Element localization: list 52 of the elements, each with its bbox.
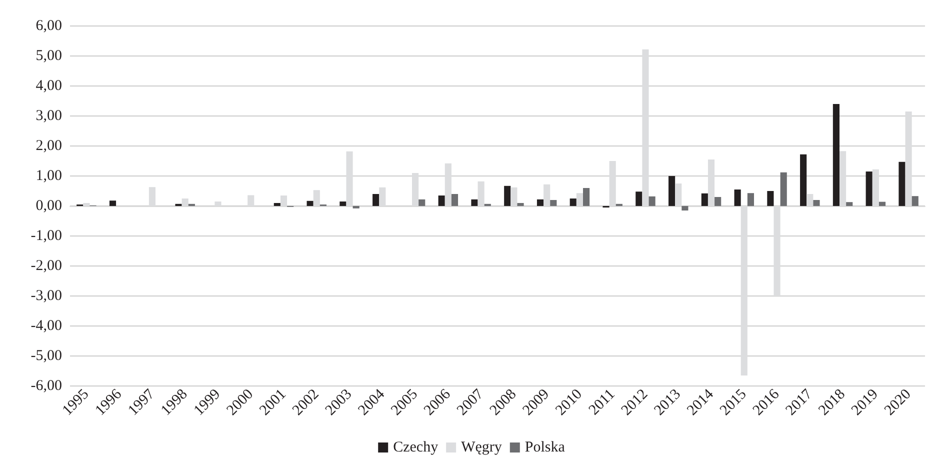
bar [340, 202, 346, 206]
y-tick-label: -2,00 [30, 258, 62, 274]
bar [648, 196, 656, 206]
legend-label: Czechy [393, 440, 439, 456]
bar [372, 194, 380, 206]
bar [767, 191, 774, 206]
bar [636, 192, 642, 206]
x-tick-label: 2001 [256, 386, 290, 419]
bar [734, 190, 741, 206]
bar [813, 200, 820, 206]
bar [274, 203, 280, 206]
y-tick-label: 0,00 [36, 198, 62, 214]
bar [570, 198, 576, 206]
bar [832, 104, 840, 206]
y-tick-label: -1,00 [30, 228, 62, 244]
bar [418, 199, 426, 206]
y-tick-label: 1,00 [36, 168, 62, 184]
x-tick-label: 1999 [191, 386, 224, 419]
bar [668, 176, 676, 206]
y-tick-label: 4,00 [36, 78, 62, 94]
bar [306, 200, 314, 206]
bar [438, 196, 445, 206]
bar [846, 202, 853, 206]
y-tick-label: 2,00 [36, 138, 62, 154]
legend-label: Polska [524, 440, 566, 456]
bar [780, 172, 787, 206]
bar [878, 202, 886, 206]
bar [866, 172, 872, 206]
bar [471, 199, 478, 206]
y-tick-label: 6,00 [36, 18, 62, 34]
y-tick-label: -4,00 [30, 318, 62, 334]
bar [536, 199, 544, 206]
bar [517, 203, 524, 206]
legend-label: Węgry [461, 440, 502, 456]
x-tick-label: 2011 [586, 386, 618, 418]
bar [800, 154, 807, 206]
bar [451, 194, 458, 206]
bar [912, 196, 918, 206]
bar [747, 193, 754, 206]
y-tick-label: 5,00 [36, 48, 62, 64]
y-tick-label: -5,00 [30, 348, 62, 364]
bar [682, 206, 688, 210]
bar [898, 162, 906, 206]
bar [109, 200, 116, 206]
bar [701, 193, 708, 206]
y-tick-label: -6,00 [30, 378, 62, 394]
bar [550, 200, 557, 206]
bar [714, 197, 722, 206]
y-tick-label: 3,00 [36, 108, 62, 124]
bar [504, 186, 511, 206]
bar [583, 188, 590, 206]
y-tick-label: -3,00 [30, 288, 62, 304]
